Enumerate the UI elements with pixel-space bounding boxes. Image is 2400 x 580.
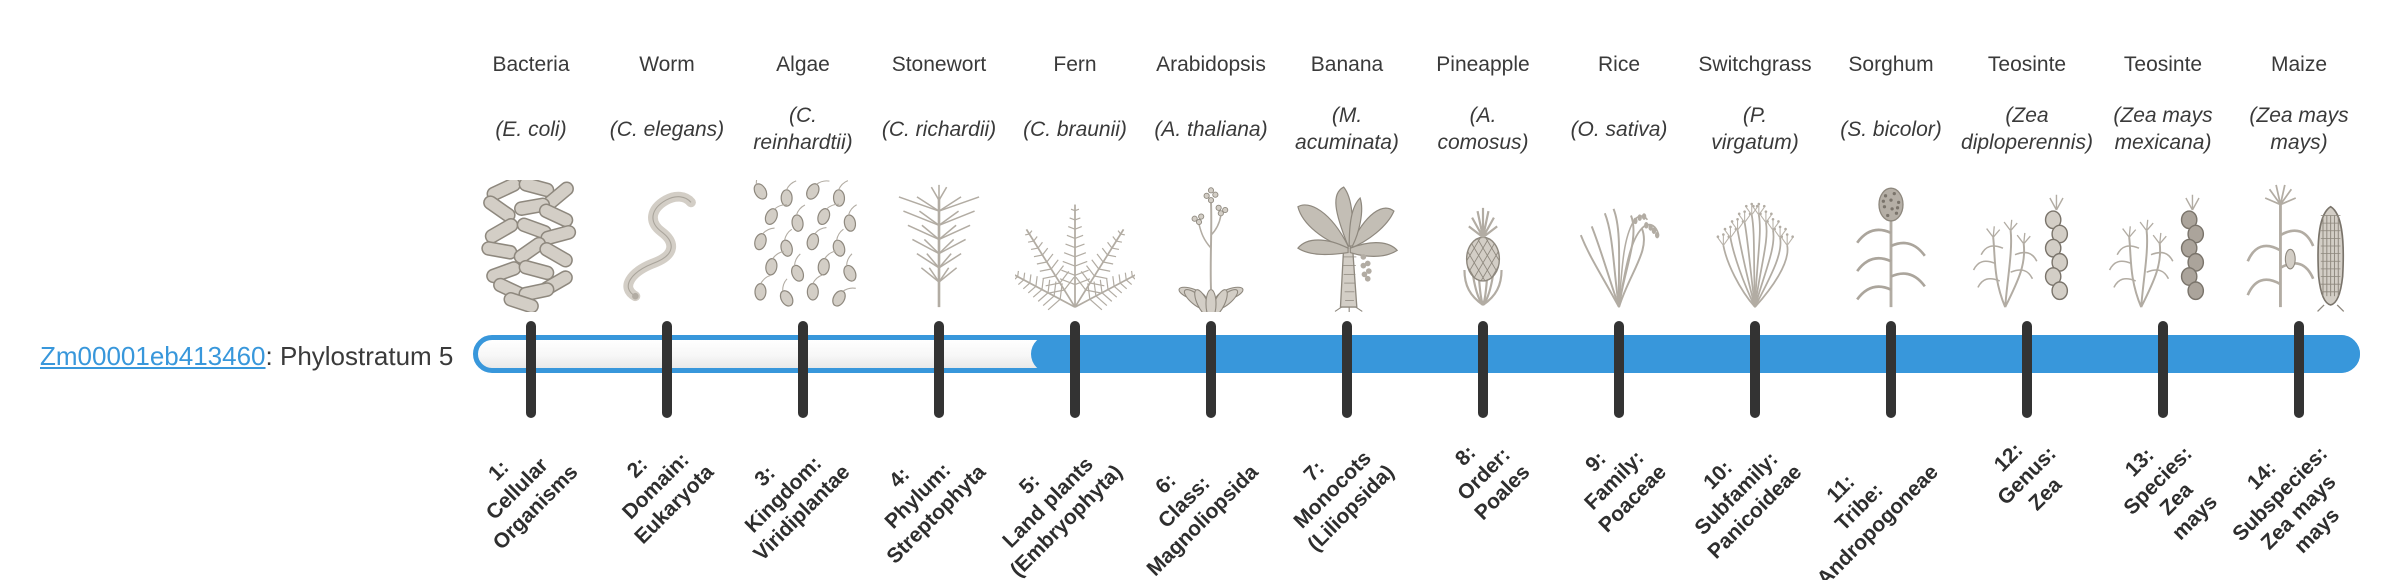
stratum-label: 5: Land plants (Embryophyta) (998, 452, 1127, 580)
arabidopsis-icon (1143, 172, 1279, 312)
organism-scientific-name: (Zea mays mays) (2249, 104, 2349, 154)
stonewort-icon (871, 172, 1007, 312)
stratum-label: 7: Monocots (Liliopsida) (1289, 446, 1399, 556)
stratum-tick (2294, 321, 2304, 418)
organism-common-name: Teosinte (2123, 53, 2203, 76)
organism-common-name: Bacteria (492, 53, 570, 76)
stratum-tick (2158, 321, 2168, 418)
organism-scientific-name: (O. sativa) (1570, 117, 1668, 141)
organism-common-name: Maize (2270, 53, 2328, 76)
organism-scientific-name: (A. thaliana) (1154, 117, 1268, 141)
sorghum-icon (1823, 172, 1959, 312)
stratum-label: 6: Class: Magnoliopsida (1142, 460, 1263, 580)
algae-icon (735, 172, 871, 312)
stratum-label: 14: Subspecies: Zea mays mays (2228, 442, 2345, 558)
organism-common-name: Sorghum (1848, 53, 1934, 76)
gene-phylostratum-text: : Phylostratum 5 (265, 341, 454, 371)
stratum-tick (2022, 321, 2032, 418)
teosinte-diploperennis-icon (1959, 172, 2095, 312)
organism-scientific-name: (C. reinhardtii) (753, 104, 853, 154)
stratum-label: 13: Species: Zea mays (2119, 442, 2222, 545)
stratum-tick (1342, 321, 1352, 418)
organism-scientific-name: (P. virgatum) (1711, 104, 1799, 154)
pineapple-icon (1415, 172, 1551, 312)
bacteria-icon (463, 172, 599, 312)
stratum-tick (1070, 321, 1080, 418)
stratum-tick (1206, 321, 1216, 418)
stratum-label: 3: Kingdom: Viridiplantae (741, 451, 855, 566)
stratum-label: 1: Cellular Organisms (482, 453, 583, 555)
stratum-tick (798, 321, 808, 418)
switchgrass-icon (1687, 172, 1823, 312)
organism-scientific-name: (A. comosus) (1437, 104, 1529, 154)
stratum-label: 11: Tribe: Andropogoneae (1812, 460, 1943, 580)
organism-scientific-name: (M. acuminata) (1295, 104, 1399, 154)
organism-common-name: Switchgrass (1698, 53, 1812, 76)
organism-scientific-name: (C. braunii) (1023, 117, 1127, 141)
organism-common-name: Worm (639, 53, 695, 76)
worm-icon (599, 172, 735, 312)
rice-icon (1551, 172, 1687, 312)
banana-icon (1279, 172, 1415, 312)
stratum-tick (526, 321, 536, 418)
stratum-tick (1614, 321, 1624, 418)
organism-scientific-name: (C. elegans) (609, 117, 725, 141)
stratum-label: 8: Order: Poales (1451, 441, 1535, 525)
organism-common-name: Stonewort (891, 53, 987, 76)
organism-common-name: Arabidopsis (1156, 53, 1266, 76)
stratum-tick (934, 321, 944, 418)
stratum-tick (1750, 321, 1760, 418)
stratum-tick (1478, 321, 1488, 418)
organism-common-name: Fern (1053, 53, 1097, 76)
stratum-label: 12: Genus: Zea (1989, 438, 2066, 516)
organism-common-name: Banana (1310, 53, 1384, 76)
phylostratum-fill (1031, 335, 2360, 373)
organism-scientific-name: (E. coli) (495, 117, 567, 141)
organism-scientific-name: (C. richardii) (881, 117, 997, 141)
stratum-tick (662, 321, 672, 418)
gene-link[interactable]: Zm00001eb413460 (40, 341, 266, 371)
organism-scientific-name: (Zea mays mexicana) (2113, 104, 2213, 154)
gene-label: Zm00001eb413460: Phylostratum 5 (40, 341, 453, 372)
organism-common-name: Algae (776, 53, 830, 76)
organism-common-name: Pineapple (1436, 53, 1530, 76)
stratum-label: 2: Domain: Eukaryota (618, 448, 719, 549)
stratum-tick (1886, 321, 1896, 418)
stratum-label: 9: Family: Poaceae (1579, 446, 1671, 538)
stratum-label: 4: Phylum: Streptophyta (881, 458, 991, 569)
teosinte-mexicana-icon (2095, 172, 2231, 312)
maize-icon (2231, 172, 2367, 312)
organism-common-name: Rice (1597, 53, 1640, 76)
organism-scientific-name: (Zea diploperennis) (1961, 104, 2093, 154)
organism-common-name: Teosinte (1987, 53, 2067, 76)
fern-icon (1007, 172, 1143, 312)
organism-scientific-name: (S. bicolor) (1840, 117, 1942, 141)
